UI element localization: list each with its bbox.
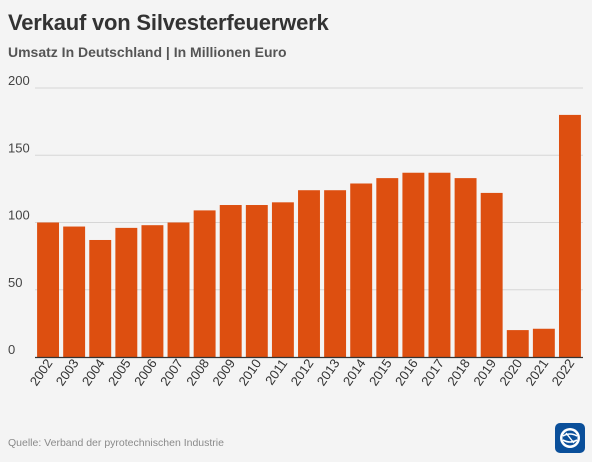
x-tick-label: 2020: [496, 356, 525, 388]
x-tick-label: 2010: [235, 356, 264, 388]
x-tick-label: 2005: [105, 356, 134, 388]
bar: [219, 205, 242, 357]
x-tick-label: 2013: [314, 356, 343, 388]
x-tick-label: 2006: [131, 356, 160, 388]
tagesschau-logo-icon: [555, 423, 585, 453]
bar: [350, 183, 373, 357]
y-tick-label: 50: [8, 275, 22, 290]
bar: [141, 225, 164, 357]
x-tick-label: 2022: [549, 356, 578, 388]
x-tick-label: 2012: [288, 356, 317, 388]
y-tick-label: 150: [8, 140, 30, 155]
bar: [298, 190, 320, 357]
bar: [376, 178, 399, 357]
x-tick-label: 2007: [157, 356, 186, 388]
x-tick-label: 2017: [418, 356, 447, 388]
bar: [245, 205, 268, 357]
source-note: Quelle: Verband der pyrotechnischen Indu…: [8, 437, 224, 449]
bar: [480, 192, 503, 357]
x-tick-label: 2021: [522, 356, 551, 388]
chart-title: Verkauf von Silvesterfeuerwerk: [8, 10, 329, 35]
bar: [115, 227, 138, 357]
x-tick-label: 2018: [444, 356, 473, 388]
y-tick-label: 0: [8, 342, 15, 357]
bar-chart: 0 50 100 150 200 2002200320042005200620072008…: [8, 73, 583, 388]
bar: [271, 202, 294, 357]
bar: [167, 222, 190, 357]
x-tick-label: 2002: [27, 356, 56, 388]
x-tick-label: 2004: [79, 356, 108, 388]
x-tick-label: 2011: [262, 356, 290, 388]
x-tick-label: 2016: [392, 356, 421, 388]
chart-subtitle: Umsatz In Deutschland | In Millionen Eur…: [8, 44, 287, 60]
x-tick-label: 2008: [183, 356, 212, 388]
x-tick-label: 2015: [366, 356, 395, 388]
y-tick-label: 200: [8, 73, 30, 88]
bar: [506, 330, 529, 357]
x-tick-label: 2003: [53, 356, 82, 388]
bar: [454, 178, 477, 357]
bar: [193, 210, 216, 357]
bar: [89, 239, 112, 357]
bar: [63, 226, 86, 357]
bar: [402, 172, 425, 357]
x-tick-label: 2014: [340, 356, 369, 388]
bar: [532, 328, 555, 357]
x-tick-label: 2009: [209, 356, 238, 388]
y-tick-label: 100: [8, 208, 30, 223]
x-tick-label: 2019: [470, 356, 499, 388]
bar: [428, 172, 451, 357]
bar: [37, 222, 60, 357]
bar: [558, 114, 581, 358]
bar: [324, 190, 347, 357]
